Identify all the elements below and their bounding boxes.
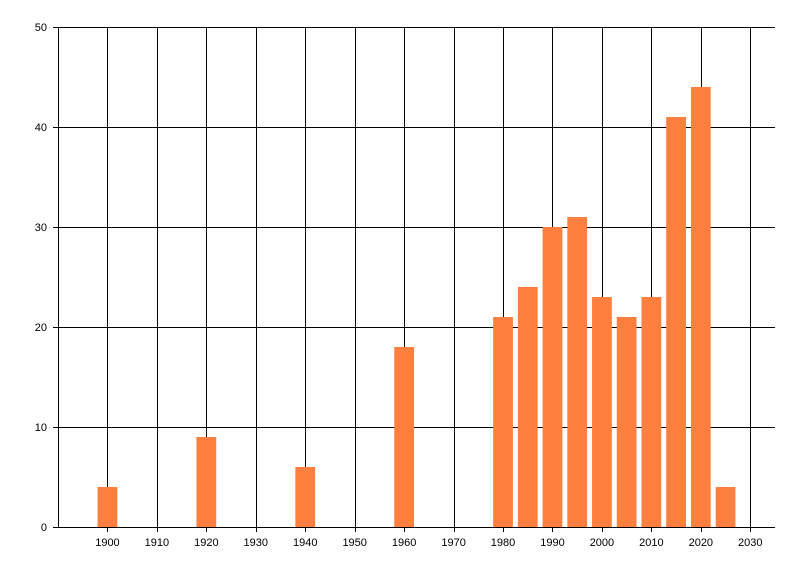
bar-2025 [715, 487, 736, 527]
bars [97, 87, 736, 527]
x-tick-label-2010: 2010 [639, 537, 663, 549]
bar-1900 [97, 487, 118, 527]
y-tick-label-10: 10 [35, 422, 47, 434]
y-tick-label-50: 50 [35, 22, 47, 34]
x-tick-label-1970: 1970 [441, 537, 465, 549]
x-tick-label-1900: 1900 [95, 537, 119, 549]
x-tick-label-1950: 1950 [342, 537, 366, 549]
bar-2010 [641, 297, 662, 527]
bar-1980 [493, 317, 513, 527]
x-tick-label-2000: 2000 [590, 537, 614, 549]
bar-2000 [592, 297, 612, 527]
bar-1940 [295, 467, 316, 527]
x-tick-label-1940: 1940 [293, 537, 317, 549]
y-tick-label-40: 40 [35, 122, 47, 134]
bar-2015 [666, 117, 686, 527]
x-tick-label-2030: 2030 [738, 537, 762, 549]
y-tick-label-30: 30 [35, 222, 47, 234]
axes [58, 27, 775, 528]
x-tick-label-2020: 2020 [689, 537, 713, 549]
x-tick-label-1980: 1980 [491, 537, 515, 549]
y-tick-label-20: 20 [35, 322, 47, 334]
bar-2020 [690, 87, 711, 527]
bar-1985 [517, 287, 538, 527]
bar-1990 [542, 227, 563, 527]
x-tick-label-1990: 1990 [540, 537, 564, 549]
x-tick-label-1920: 1920 [194, 537, 218, 549]
bar-1960 [394, 347, 415, 527]
x-tick-label-1910: 1910 [145, 537, 169, 549]
x-tick-label-1930: 1930 [244, 537, 268, 549]
y-tick-label-0: 0 [41, 522, 47, 534]
bar-1995 [567, 217, 588, 527]
x-tick-label-1960: 1960 [392, 537, 416, 549]
bar-2005 [616, 317, 637, 527]
tick-labels: 1900 1910 1920 1930 1940 1950 1960 1970 1980 1990… [35, 22, 763, 549]
bar-1920 [196, 437, 217, 527]
